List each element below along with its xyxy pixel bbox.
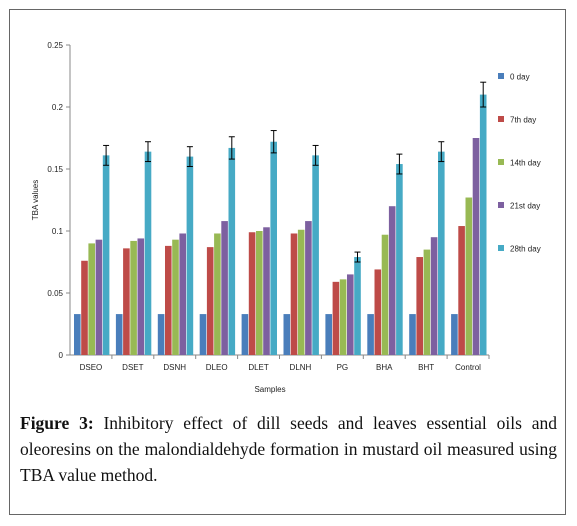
y-tick-label: 0.05 [47, 289, 63, 298]
bar [458, 226, 465, 355]
chart-error-bars [103, 81, 487, 263]
bar [95, 239, 103, 355]
y-tick-label: 0.25 [47, 41, 63, 50]
bar [137, 238, 145, 355]
legend-label: 7th day [510, 116, 536, 125]
bar [256, 231, 263, 355]
bar [374, 269, 382, 355]
bar [332, 281, 340, 355]
legend-label: 28th day [510, 245, 541, 254]
y-tick-label: 0.15 [47, 165, 63, 174]
x-axis-title: Samples [254, 385, 285, 394]
bar [290, 233, 298, 355]
caption-text: Inhibitory effect of dill seeds and leav… [20, 413, 557, 485]
bar [115, 314, 123, 355]
bar [144, 151, 152, 355]
x-category-label: DSET [122, 363, 143, 372]
bar [305, 221, 312, 355]
bar [179, 233, 186, 355]
x-category-label: DLNH [290, 363, 312, 372]
bar [221, 221, 228, 355]
bar [297, 229, 305, 355]
x-category-labels: DSEO DSET DSNH DLEO DLET DLNH PG BHA BHT Control [80, 363, 482, 372]
bar [423, 249, 431, 355]
y-tick-label: 0.1 [52, 227, 64, 236]
bar [123, 248, 130, 355]
chart-bars [74, 94, 487, 355]
bar [354, 257, 361, 355]
legend-swatch [498, 245, 504, 251]
bar [465, 197, 473, 355]
bar [472, 138, 480, 355]
y-tick-label: 0.2 [52, 103, 64, 112]
y-axis-title: TBA values [31, 180, 40, 220]
x-category-label: DSNH [163, 363, 186, 372]
bar [325, 314, 332, 355]
bar [367, 314, 374, 355]
bar [74, 314, 81, 355]
bar [416, 257, 423, 355]
legend-swatch [498, 202, 504, 208]
bar-chart: 0 0.05 0.1 0.15 0.2 0.25 DSEO DSET DSNH DLEO DLET… [31, 41, 541, 394]
bar [199, 314, 207, 355]
bar [88, 243, 95, 355]
bar [430, 237, 438, 355]
bar [347, 274, 354, 355]
bar [438, 151, 445, 355]
bar [388, 206, 396, 355]
bar [263, 227, 270, 355]
bar [214, 233, 221, 355]
chart-legend: 0 day 7th day 14th day 21st day 28th day [498, 73, 541, 254]
x-category-label: DSEO [80, 363, 103, 372]
bar [283, 314, 291, 355]
bar [241, 314, 249, 355]
legend-swatch [498, 73, 504, 79]
figure-caption: Figure 3: Inhibitory effect of dill seed… [20, 410, 557, 488]
legend-label: 14th day [510, 159, 541, 168]
bar [312, 155, 319, 355]
bar [270, 141, 277, 355]
y-tick-labels: 0 0.05 0.1 0.15 0.2 0.25 [47, 41, 63, 360]
bar [130, 240, 137, 355]
bar [172, 239, 179, 355]
legend-swatch [498, 116, 504, 122]
legend-label: 21st day [510, 202, 540, 211]
bar [157, 314, 165, 355]
x-category-label: BHA [376, 363, 393, 372]
bar [228, 147, 236, 355]
bar [81, 260, 88, 355]
x-category-label: BHT [418, 363, 434, 372]
bar [339, 279, 347, 355]
x-category-label: PG [337, 363, 349, 372]
bar [451, 314, 458, 355]
caption-label: Figure 3: [20, 413, 94, 433]
x-category-label: DLEO [206, 363, 228, 372]
bar [409, 314, 416, 355]
bar [381, 234, 389, 355]
bar [102, 155, 110, 355]
bar [165, 245, 172, 355]
legend-label: 0 day [510, 73, 530, 82]
bar [206, 247, 214, 355]
bar [248, 232, 256, 355]
x-category-label: DLET [248, 363, 269, 372]
bar [479, 94, 487, 355]
x-category-label: Control [455, 363, 481, 372]
legend-swatch [498, 159, 504, 165]
bar [396, 164, 403, 355]
y-tick-label: 0 [59, 351, 64, 360]
bar [186, 156, 194, 355]
